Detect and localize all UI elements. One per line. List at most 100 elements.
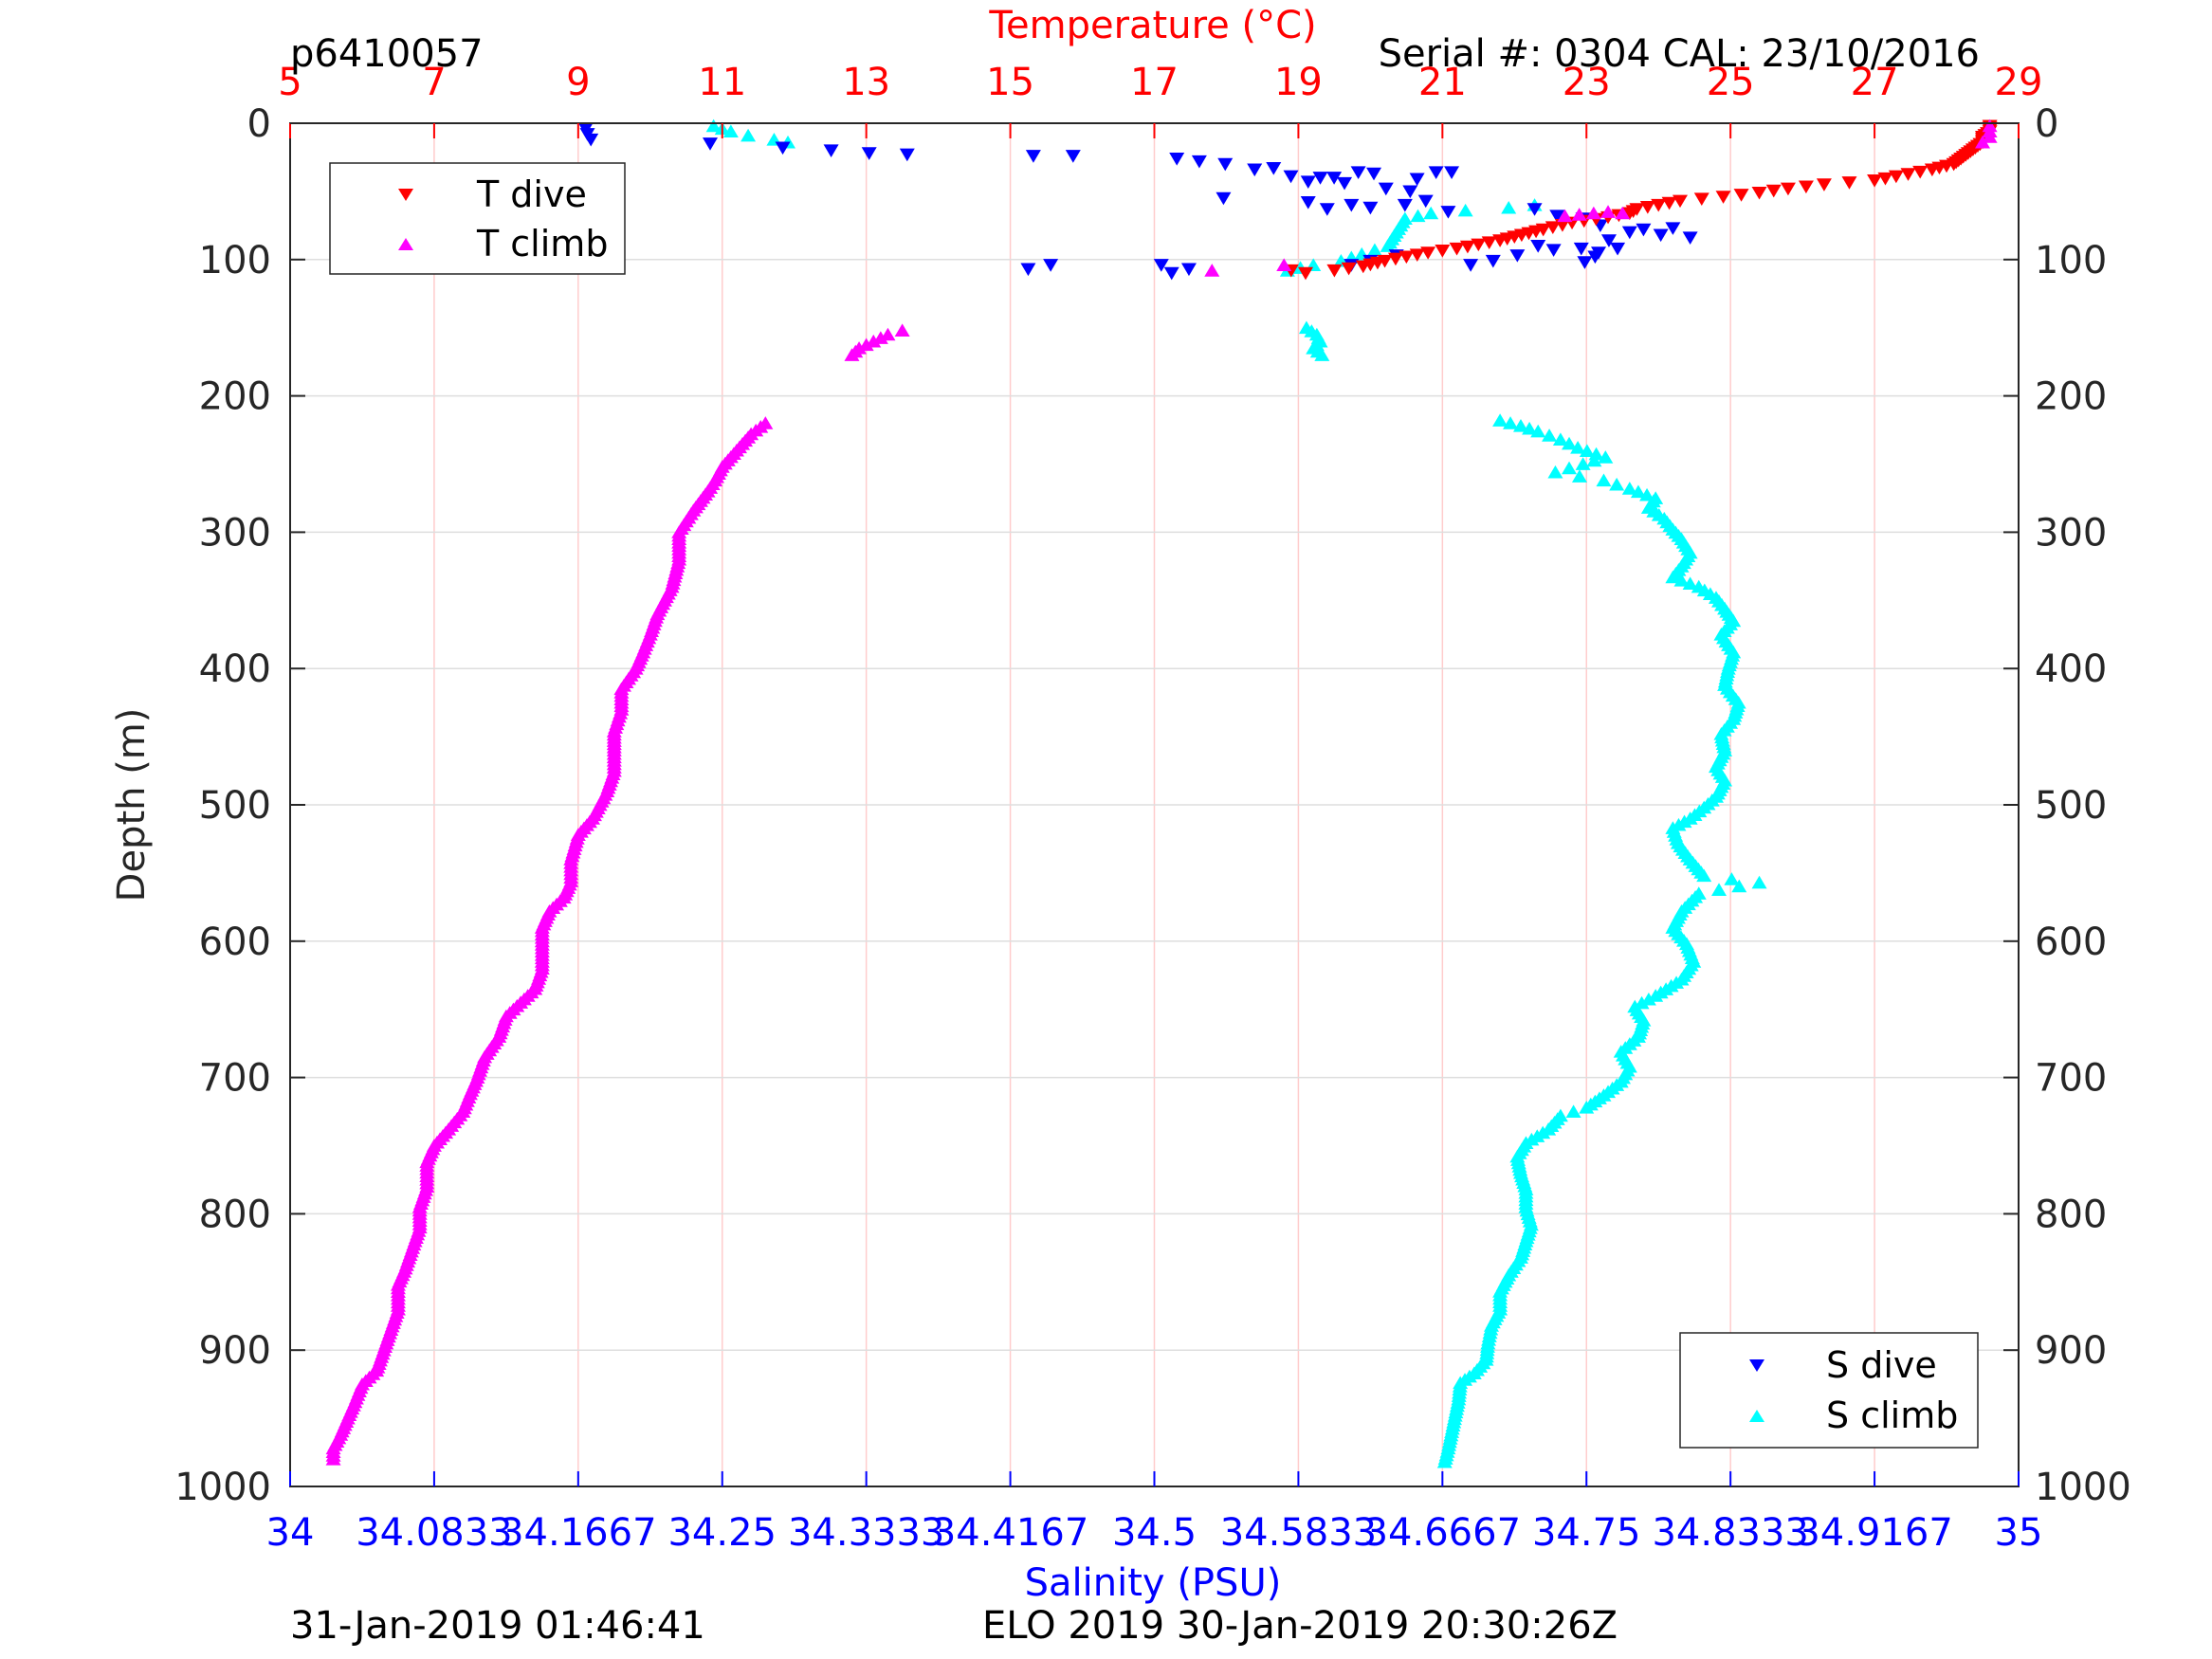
s-climb-point	[1570, 441, 1586, 454]
temperature-tick-label: 27	[1851, 61, 1899, 104]
s-climb-point	[1630, 484, 1646, 499]
t-dive-point	[1459, 240, 1475, 254]
salinity-tick-label: 34.75	[1532, 1511, 1641, 1555]
s-climb-point	[1586, 453, 1602, 467]
t-dive-point	[1751, 186, 1767, 200]
t-climb-point	[1600, 205, 1617, 218]
t-climb-point	[1557, 209, 1573, 223]
s-climb-point	[1530, 424, 1546, 438]
s-dive-point	[1319, 203, 1335, 216]
s-dive-point	[1428, 166, 1444, 179]
temperature-tick-label: 17	[1130, 61, 1179, 104]
t-dive-point	[1715, 191, 1731, 204]
s-climb-point	[1571, 469, 1587, 483]
s-climb-point	[1731, 879, 1747, 893]
s-climb-point	[1751, 875, 1767, 889]
t-dive-point	[1651, 198, 1667, 212]
s-dive-point	[1545, 244, 1562, 257]
t-climb-point	[844, 348, 860, 361]
s-climb-point	[1621, 482, 1637, 495]
legend-s-climb-marker	[1749, 1410, 1764, 1422]
s-dive-point	[1621, 226, 1637, 240]
t-dive-point	[1816, 178, 1832, 191]
t-dive-point	[1841, 176, 1857, 190]
salinity-axis-title: Salinity (PSU)	[1025, 1561, 1282, 1605]
salinity-tick-label: 35	[1995, 1511, 2043, 1555]
s-dive-point	[1065, 150, 1081, 163]
legend-s-climb-label: S climb	[1826, 1395, 1958, 1436]
t-dive-point	[1409, 248, 1425, 262]
s-climb-point	[1575, 457, 1591, 470]
t-dive-point	[1672, 194, 1688, 209]
s-dive-point	[1300, 175, 1316, 190]
depth-tick-label-right: 0	[2035, 102, 2058, 146]
depth-tick-label-right: 200	[2035, 375, 2107, 419]
temperature-legend: T dive T climb	[329, 162, 626, 275]
t-dive-point	[1471, 238, 1487, 252]
s-dive-point	[1653, 228, 1669, 243]
s-dive-point	[823, 144, 839, 157]
s-dive-point	[1153, 259, 1169, 272]
t-dive-point	[1733, 189, 1749, 202]
t-climb-point	[894, 323, 910, 337]
t-dive-point	[1420, 246, 1436, 260]
data-marks	[325, 118, 1998, 1468]
temperature-tick-label: 25	[1707, 61, 1755, 104]
axis-ticks	[289, 122, 2020, 1487]
s-dive-point	[1636, 223, 1652, 237]
legend-t-dive-marker	[398, 189, 413, 201]
s-dive-point	[1409, 173, 1425, 187]
depth-tick-label-right: 900	[2035, 1329, 2107, 1373]
t-dive-point	[1387, 252, 1403, 266]
depth-tick-label-left: 0	[247, 102, 271, 146]
salinity-tick-label: 34.9167	[1796, 1511, 1952, 1555]
temperature-tick-label: 19	[1274, 61, 1323, 104]
legend-s-dive-marker	[1749, 1359, 1764, 1372]
s-climb-point	[1579, 444, 1595, 457]
s-dive-point	[1530, 240, 1546, 253]
s-climb-point	[1410, 209, 1426, 223]
s-dive-point	[1247, 163, 1263, 177]
t-climb-point	[1276, 258, 1292, 271]
s-climb-point	[1457, 203, 1473, 217]
t-climb-point	[1571, 208, 1587, 221]
s-dive-point	[1180, 263, 1197, 277]
t-climb-point	[1585, 206, 1601, 220]
temperature-axis-title: Temperature (°C)	[988, 4, 1316, 47]
t-climb-point	[1615, 206, 1631, 220]
s-dive-point	[1283, 170, 1299, 184]
temperature-tick-label: 9	[566, 61, 590, 104]
profile-id: p6410057	[290, 32, 484, 76]
s-dive-point	[1020, 263, 1036, 277]
s-dive-point	[861, 147, 877, 160]
t-dive-point	[1798, 180, 1814, 194]
s-dive-point	[1300, 196, 1316, 210]
t-dive-point	[1639, 201, 1655, 214]
depth-tick-label-left: 100	[199, 239, 271, 283]
s-climb-point	[740, 128, 757, 142]
temperature-tick-label: 15	[986, 61, 1034, 104]
s-dive-point	[775, 141, 791, 155]
s-dive-point	[1366, 167, 1382, 181]
s-dive-point	[1509, 249, 1526, 263]
salinity-tick-label: 34	[266, 1511, 315, 1555]
t-climb-point	[325, 1452, 341, 1466]
depth-tick-label-left: 600	[199, 921, 271, 964]
s-climb-point	[1542, 428, 1558, 442]
t-dive-point	[1621, 207, 1637, 221]
s-dive-point	[1337, 176, 1353, 191]
depth-tick-label-right: 100	[2035, 239, 2107, 283]
salinity-tick-label: 34.25	[667, 1511, 777, 1555]
salinity-tick-label: 34.8333	[1652, 1511, 1808, 1555]
s-climb-point	[1397, 211, 1413, 226]
s-dive-point	[1043, 259, 1059, 272]
s-dive-point	[1163, 266, 1179, 281]
depth-axis-title: Depth (m)	[110, 708, 154, 902]
s-climb-point	[1423, 206, 1439, 220]
s-dive-point	[1025, 150, 1041, 163]
footer-mission: ELO 2019 30-Jan-2019 20:30:26Z	[982, 1604, 1618, 1648]
s-dive-point	[1485, 254, 1501, 268]
s-dive-point	[1665, 222, 1681, 235]
temperature-tick-label: 29	[1995, 61, 2043, 104]
s-climb-point	[1565, 1104, 1581, 1118]
